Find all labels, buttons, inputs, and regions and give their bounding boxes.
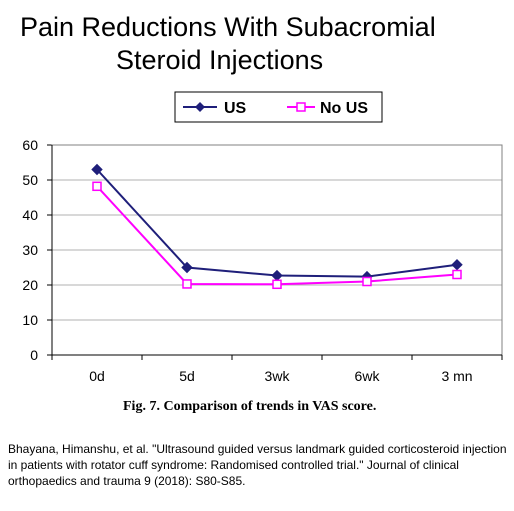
data-point-us: [451, 258, 463, 271]
series-line-no-us: [96, 185, 458, 286]
x-tick-label: 6wk: [355, 368, 381, 384]
y-tick-label: 50: [22, 172, 38, 188]
y-tick-label: 0: [30, 347, 38, 363]
legend-marker-no-us: [296, 102, 306, 112]
chart-title-line-2: Steroid Injections: [116, 45, 324, 75]
legend-label: No US: [320, 100, 368, 117]
figure-label: Fig. 7.: [123, 399, 160, 414]
y-tick-label: 30: [22, 242, 38, 258]
data-point-us: [181, 261, 193, 274]
x-tick-label: 3wk: [265, 368, 291, 384]
y-tick-label: 60: [22, 137, 38, 153]
legend-marker-us: [195, 102, 205, 112]
x-tick-label: 0d: [89, 368, 105, 384]
data-point-no-us: [92, 181, 102, 192]
data-point-no-us: [362, 276, 372, 287]
figure-caption-text: Comparison of trends in VAS score.: [163, 399, 377, 414]
y-tick-label: 10: [22, 312, 38, 328]
data-point-no-us: [182, 279, 192, 289]
series-line-us: [96, 168, 458, 278]
data-point-us: [91, 163, 103, 176]
line-chart: 0 10 20 30 40 50 60 0d 5d 3wk 6wk 3 mn US No US: [22, 91, 503, 384]
data-point-no-us: [452, 269, 462, 280]
data-point-us: [271, 269, 283, 282]
legend-label: US: [224, 100, 247, 117]
x-tick-label: 5d: [179, 368, 195, 384]
chart-title-line-1: Pain Reductions With Subacromial: [20, 12, 436, 42]
citation-text: Bhayana, Himanshu, et al. "Ultrasound gu…: [8, 442, 507, 488]
x-tick-label: 3 mn: [441, 368, 472, 384]
y-tick-label: 40: [22, 207, 38, 223]
y-tick-label: 20: [22, 277, 38, 293]
figure-caption: Fig. 7. Comparison of trends in VAS scor…: [123, 399, 376, 415]
data-point-no-us: [272, 279, 282, 290]
